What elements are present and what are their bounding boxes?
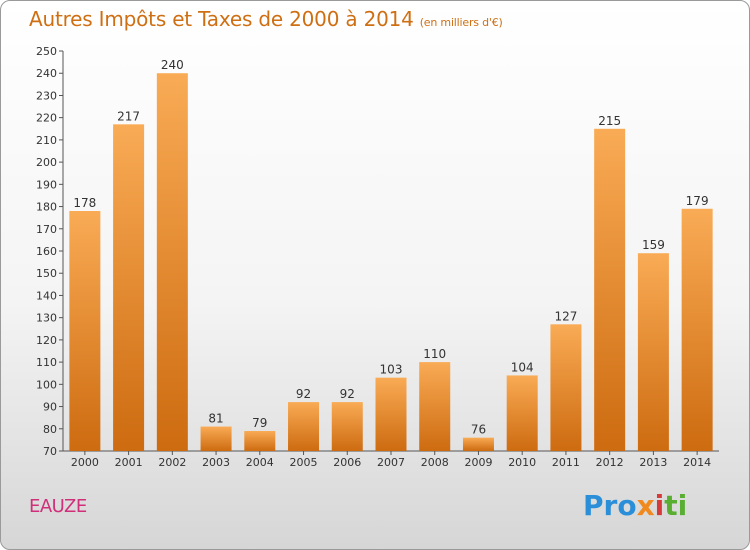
x-tick-label: 2007 (377, 456, 405, 469)
y-tick-label: 130 (36, 312, 57, 325)
chart-title-unit: (en milliers d'€) (419, 16, 503, 29)
bar-value-label: 104 (511, 360, 534, 374)
x-tick-label: 2013 (639, 456, 667, 469)
bar-value-label: 103 (380, 363, 403, 377)
bar-value-label: 240 (161, 58, 184, 72)
bar (594, 128, 626, 451)
logo-part-3: i (654, 489, 665, 522)
bar (375, 377, 407, 451)
y-tick-label: 180 (36, 201, 57, 214)
bar (462, 437, 494, 451)
x-tick-label: 2011 (552, 456, 580, 469)
bar-series: 178 217 240 81 79 92 92 103 110 76 104 127 215 159 179 (69, 58, 713, 451)
x-tick-label: 2000 (71, 456, 99, 469)
logo-part-4: ti (664, 489, 688, 522)
bar-value-label: 110 (423, 347, 446, 361)
x-tick-label: 2012 (596, 456, 624, 469)
x-tick-label: 2009 (464, 456, 492, 469)
bar-value-label: 159 (642, 238, 665, 252)
bar (200, 426, 232, 451)
bar-value-label: 178 (73, 196, 96, 210)
x-tick-label: 2003 (202, 456, 230, 469)
bar-value-label: 215 (598, 114, 621, 128)
chart-axes: 7080901001101201301401501601701801902002… (36, 45, 719, 469)
bar (419, 362, 451, 451)
bar-value-label: 81 (208, 412, 223, 426)
y-tick-label: 190 (36, 178, 57, 191)
bar (331, 402, 363, 451)
bar-value-label: 127 (554, 309, 577, 323)
x-tick-label: 2004 (246, 456, 274, 469)
bar-value-label: 92 (340, 387, 355, 401)
y-tick-label: 220 (36, 112, 57, 125)
bar (69, 211, 101, 451)
y-tick-label: 120 (36, 334, 57, 347)
chart-title: Autres Impôts et Taxes de 2000 à 2014 (en… (29, 7, 503, 31)
x-tick-label: 2001 (115, 456, 143, 469)
y-tick-label: 70 (43, 445, 57, 458)
bar (156, 73, 188, 451)
bar (506, 375, 538, 451)
x-tick-label: 2005 (290, 456, 318, 469)
y-tick-label: 200 (36, 156, 57, 169)
chart-title-text: Autres Impôts et Taxes de 2000 à 2014 (29, 7, 414, 31)
x-tick-label: 2002 (158, 456, 186, 469)
y-tick-label: 90 (43, 401, 57, 414)
x-tick-label: 2006 (333, 456, 361, 469)
bar (637, 253, 669, 451)
city-name: EAUZE (29, 496, 87, 517)
y-tick-label: 110 (36, 356, 57, 369)
y-tick-label: 210 (36, 134, 57, 147)
bar (244, 431, 276, 451)
y-tick-label: 150 (36, 267, 57, 280)
bar (550, 324, 582, 451)
y-tick-label: 240 (36, 67, 57, 80)
y-tick-label: 140 (36, 289, 57, 302)
bar-value-label: 76 (471, 423, 486, 437)
bar-value-label: 217 (117, 109, 140, 123)
y-tick-label: 230 (36, 89, 57, 102)
y-tick-label: 250 (36, 45, 57, 58)
y-tick-label: 100 (36, 378, 57, 391)
y-tick-label: 170 (36, 223, 57, 236)
y-tick-label: 80 (43, 423, 57, 436)
bar (681, 208, 713, 451)
logo-part-2: x (636, 489, 655, 522)
bar (288, 402, 320, 451)
bar (113, 124, 145, 451)
y-tick-label: 160 (36, 245, 57, 258)
proxiti-logo: Proxiti (583, 489, 687, 522)
x-tick-label: 2008 (421, 456, 449, 469)
bar-value-label: 79 (252, 416, 267, 430)
bar-value-label: 179 (686, 194, 709, 208)
x-tick-label: 2010 (508, 456, 536, 469)
logo-part-1: Pro (583, 489, 637, 522)
bar-value-label: 92 (296, 387, 311, 401)
x-tick-label: 2014 (683, 456, 711, 469)
